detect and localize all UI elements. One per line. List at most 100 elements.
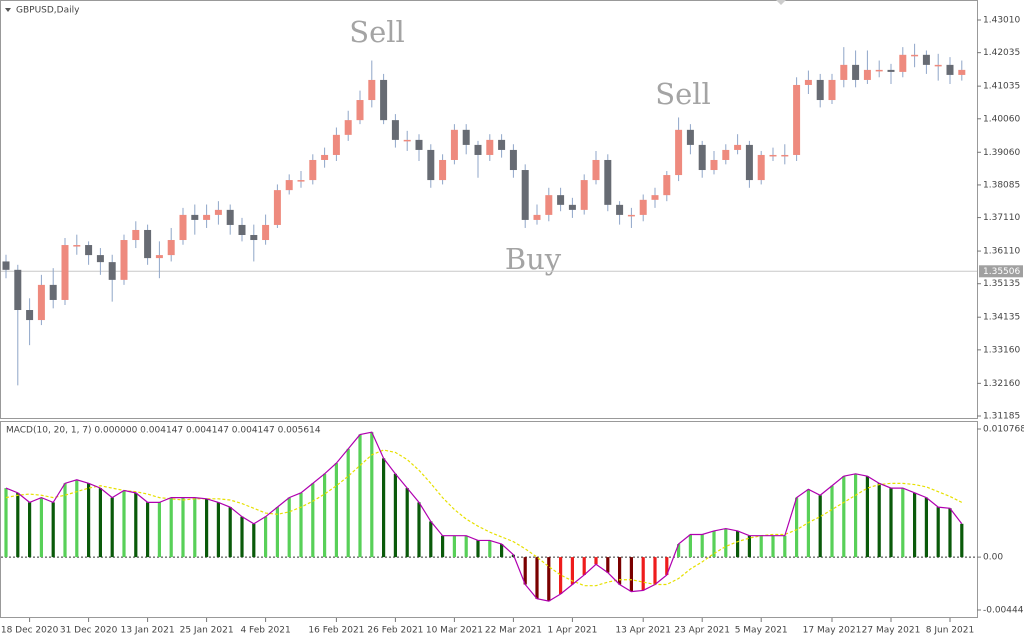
candle-body: [474, 144, 482, 155]
histogram-bar: [110, 497, 114, 558]
candle-body: [533, 214, 541, 220]
histogram-bar: [169, 497, 173, 558]
histogram-bar: [405, 488, 409, 558]
candle-body: [568, 204, 576, 210]
y-tick-label: 1.40060: [983, 114, 1020, 124]
candle-body: [14, 269, 22, 311]
histogram-bar: [75, 479, 79, 558]
candle-body: [167, 240, 175, 256]
histogram-bar: [4, 488, 8, 558]
histogram-bar: [854, 473, 858, 558]
candle-body: [427, 149, 435, 181]
candle-body: [226, 209, 234, 225]
last-price-box: [979, 265, 1023, 278]
histogram-bar: [452, 535, 456, 558]
histogram-bar: [736, 530, 740, 558]
candle-body: [934, 64, 942, 67]
candle-body: [793, 84, 801, 155]
histogram-bar: [28, 502, 32, 558]
candle-body: [899, 54, 907, 72]
y-tick-label: 1.37110: [983, 213, 1020, 223]
y-tick-label: 1.31185: [983, 412, 1020, 422]
candle-body: [545, 195, 553, 215]
candle-body: [450, 129, 458, 160]
candle-body: [309, 159, 317, 181]
histogram-bar: [122, 490, 126, 558]
histogram-bar: [146, 502, 150, 558]
histogram-bar: [606, 557, 610, 573]
x-tick-label: 10 Mar 2021: [426, 626, 483, 636]
candle-body: [498, 139, 506, 150]
candle-body: [710, 159, 718, 171]
candle-body: [49, 284, 57, 300]
histogram-bar: [63, 483, 67, 558]
candle-body: [415, 139, 423, 150]
candle-body: [85, 245, 93, 256]
y-tick-label: -0.004445: [983, 606, 1024, 616]
histogram-bar: [795, 497, 799, 558]
candle-body: [380, 79, 388, 121]
histogram-bar: [948, 508, 952, 558]
candle-body: [155, 255, 163, 259]
histogram-bar: [535, 557, 539, 599]
candle-body: [391, 120, 399, 140]
histogram-bar: [618, 557, 622, 585]
candle-body: [297, 180, 305, 182]
shift-marker: [776, 0, 786, 5]
candle-body: [285, 180, 293, 191]
candle-body: [144, 229, 152, 259]
histogram-bar: [783, 535, 787, 558]
x-tick-label: 18 Dec 2020: [1, 626, 59, 636]
histogram-bar: [924, 497, 928, 558]
histogram-bar: [346, 448, 350, 558]
candle-body: [734, 144, 742, 150]
candle-body: [73, 245, 81, 247]
histogram-bar: [441, 535, 445, 558]
histogram-bar: [488, 540, 492, 558]
signal-line: [5, 449, 963, 587]
candle-body: [120, 240, 128, 280]
candle-body: [616, 204, 624, 215]
x-tick-label: 13 Jan 2021: [121, 626, 175, 636]
histogram-bar: [311, 483, 315, 558]
candle-body: [757, 154, 765, 181]
candle-body: [96, 255, 104, 263]
candle-body: [61, 245, 69, 300]
candle-body: [828, 79, 836, 101]
candle-body: [781, 154, 789, 157]
histogram-bar: [393, 473, 397, 558]
y-tick-label: 1.32160: [983, 379, 1020, 389]
histogram-bar: [323, 473, 327, 558]
histogram-bar: [700, 534, 704, 558]
histogram-bar: [87, 483, 91, 558]
histogram-bar: [641, 557, 645, 591]
chart-title: GBPUSD,Daily: [16, 6, 80, 16]
annotation: Sell: [349, 15, 405, 49]
histogram-bar: [134, 492, 138, 558]
histogram-bar: [865, 476, 869, 558]
histogram-bar: [547, 557, 551, 602]
histogram-bar: [559, 557, 563, 594]
histogram-bar: [358, 434, 362, 558]
x-tick-label: 16 Feb 2021: [308, 626, 364, 636]
candle-body: [368, 79, 376, 101]
candle-body: [627, 214, 635, 217]
candle-body: [191, 214, 199, 220]
y-tick-label: 1.43010: [983, 16, 1020, 26]
x-tick-label: 1 Apr 2021: [547, 626, 597, 636]
histogram-bar: [228, 507, 232, 558]
candle-body: [580, 180, 588, 210]
histogram-bar: [913, 492, 917, 558]
x-tick-label: 13 Apr 2021: [615, 626, 671, 636]
y-tick-label: 1.38085: [983, 180, 1020, 190]
candle-body: [698, 144, 706, 171]
y-tick-label: 0.010768: [983, 425, 1024, 435]
candle-body: [214, 209, 222, 215]
candle-body: [557, 195, 565, 205]
x-tick-label: 5 May 2021: [735, 626, 788, 636]
menu-triangle[interactable]: [5, 8, 11, 12]
histogram-bar: [653, 557, 657, 585]
candle-body: [875, 69, 883, 72]
candle-body: [486, 139, 494, 155]
histogram-bar: [677, 544, 681, 558]
